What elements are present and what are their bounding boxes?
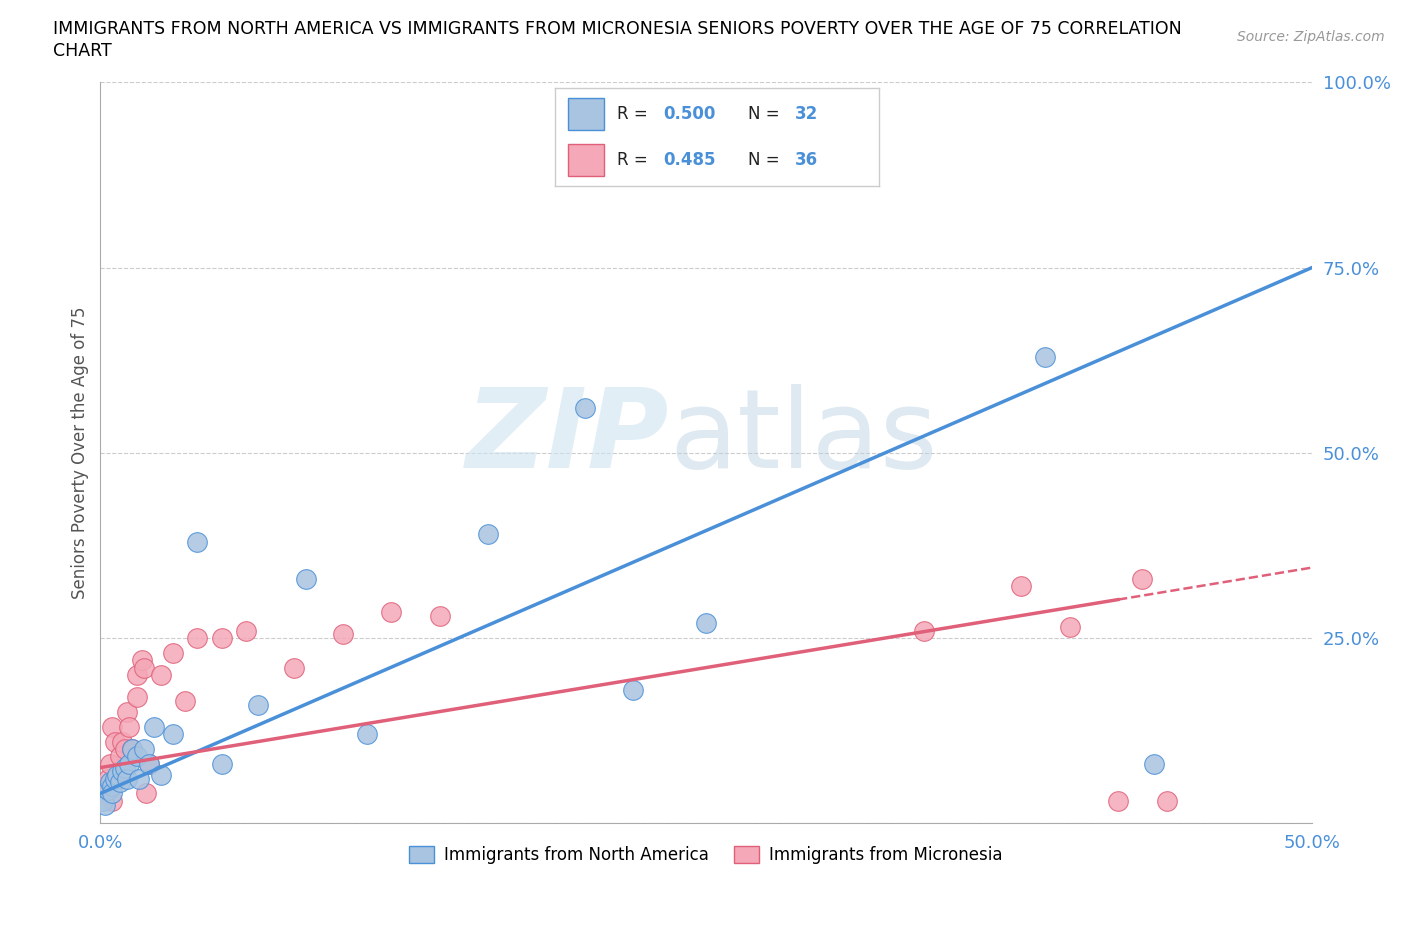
Point	[138, 756, 160, 771]
Text: 32: 32	[794, 105, 818, 124]
Point	[111, 764, 134, 778]
Point	[97, 771, 120, 786]
Point	[132, 741, 155, 756]
Text: 0.500: 0.500	[664, 105, 716, 124]
Point	[211, 756, 233, 771]
Point	[115, 771, 138, 786]
Text: R =: R =	[617, 105, 652, 124]
Point	[118, 756, 141, 771]
Point	[149, 668, 172, 683]
Point	[138, 756, 160, 771]
Point	[115, 705, 138, 720]
Text: 0.485: 0.485	[664, 151, 716, 169]
Point	[105, 771, 128, 786]
Text: N =: N =	[748, 105, 785, 124]
Text: Source: ZipAtlas.com: Source: ZipAtlas.com	[1237, 30, 1385, 44]
Point	[104, 771, 127, 786]
Point	[108, 775, 131, 790]
Bar	[568, 99, 605, 130]
Point	[121, 741, 143, 756]
Point	[186, 534, 208, 549]
Point	[246, 698, 269, 712]
Bar	[568, 144, 605, 177]
Point	[186, 631, 208, 645]
Text: IMMIGRANTS FROM NORTH AMERICA VS IMMIGRANTS FROM MICRONESIA SENIORS POVERTY OVER: IMMIGRANTS FROM NORTH AMERICA VS IMMIGRA…	[53, 20, 1182, 38]
Point	[149, 767, 172, 782]
Point	[283, 660, 305, 675]
Point	[98, 756, 121, 771]
Text: 36: 36	[794, 151, 818, 169]
Point	[477, 526, 499, 541]
Point	[114, 741, 136, 756]
Text: atlas: atlas	[669, 384, 938, 491]
Point	[105, 767, 128, 782]
Point	[94, 778, 117, 793]
Point	[97, 782, 120, 797]
Point	[1130, 571, 1153, 586]
Point	[162, 645, 184, 660]
Point	[125, 749, 148, 764]
Point	[98, 775, 121, 790]
Point	[91, 793, 114, 808]
Point	[121, 741, 143, 756]
Point	[429, 608, 451, 623]
Point	[101, 720, 124, 735]
Point	[128, 771, 150, 786]
Point	[695, 616, 717, 631]
Point	[356, 727, 378, 742]
Point	[125, 668, 148, 683]
Text: CHART: CHART	[53, 42, 112, 60]
Point	[101, 793, 124, 808]
Point	[142, 720, 165, 735]
Point	[174, 694, 197, 709]
Point	[1059, 619, 1081, 634]
Text: ZIP: ZIP	[467, 384, 669, 491]
Text: R =: R =	[617, 151, 652, 169]
Point	[101, 778, 124, 793]
Point	[1010, 578, 1032, 593]
Point	[1143, 756, 1166, 771]
Point	[1107, 793, 1129, 808]
Point	[295, 571, 318, 586]
Point	[1033, 349, 1056, 364]
Point	[132, 660, 155, 675]
Point	[114, 760, 136, 775]
Point	[131, 653, 153, 668]
Point	[94, 797, 117, 812]
Point	[101, 786, 124, 801]
Point	[235, 623, 257, 638]
Point	[162, 727, 184, 742]
Point	[111, 734, 134, 749]
Text: N =: N =	[748, 151, 785, 169]
Point	[623, 683, 645, 698]
Point	[125, 690, 148, 705]
Point	[332, 627, 354, 642]
Legend: Immigrants from North America, Immigrants from Micronesia: Immigrants from North America, Immigrant…	[402, 839, 1010, 870]
Y-axis label: Seniors Poverty Over the Age of 75: Seniors Poverty Over the Age of 75	[72, 307, 89, 599]
Point	[912, 623, 935, 638]
Point	[108, 749, 131, 764]
Point	[104, 734, 127, 749]
Point	[118, 720, 141, 735]
Point	[574, 401, 596, 416]
Point	[1156, 793, 1178, 808]
Point	[380, 604, 402, 619]
Point	[91, 786, 114, 801]
Point	[135, 786, 157, 801]
Point	[211, 631, 233, 645]
